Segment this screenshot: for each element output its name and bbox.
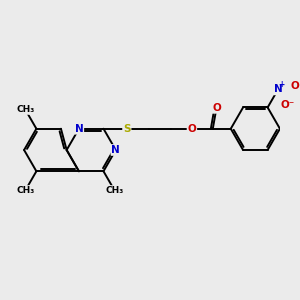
Text: O: O <box>188 124 196 134</box>
Text: N: N <box>111 145 120 155</box>
Text: O: O <box>291 81 300 91</box>
Text: +: + <box>278 80 284 89</box>
Text: CH₃: CH₃ <box>105 186 124 195</box>
Text: CH₃: CH₃ <box>16 186 34 195</box>
Text: O⁻: O⁻ <box>281 100 295 110</box>
Text: N: N <box>75 124 83 134</box>
Text: S: S <box>123 124 130 134</box>
Text: N: N <box>274 84 282 94</box>
Text: CH₃: CH₃ <box>16 105 34 114</box>
Text: O: O <box>212 103 221 113</box>
